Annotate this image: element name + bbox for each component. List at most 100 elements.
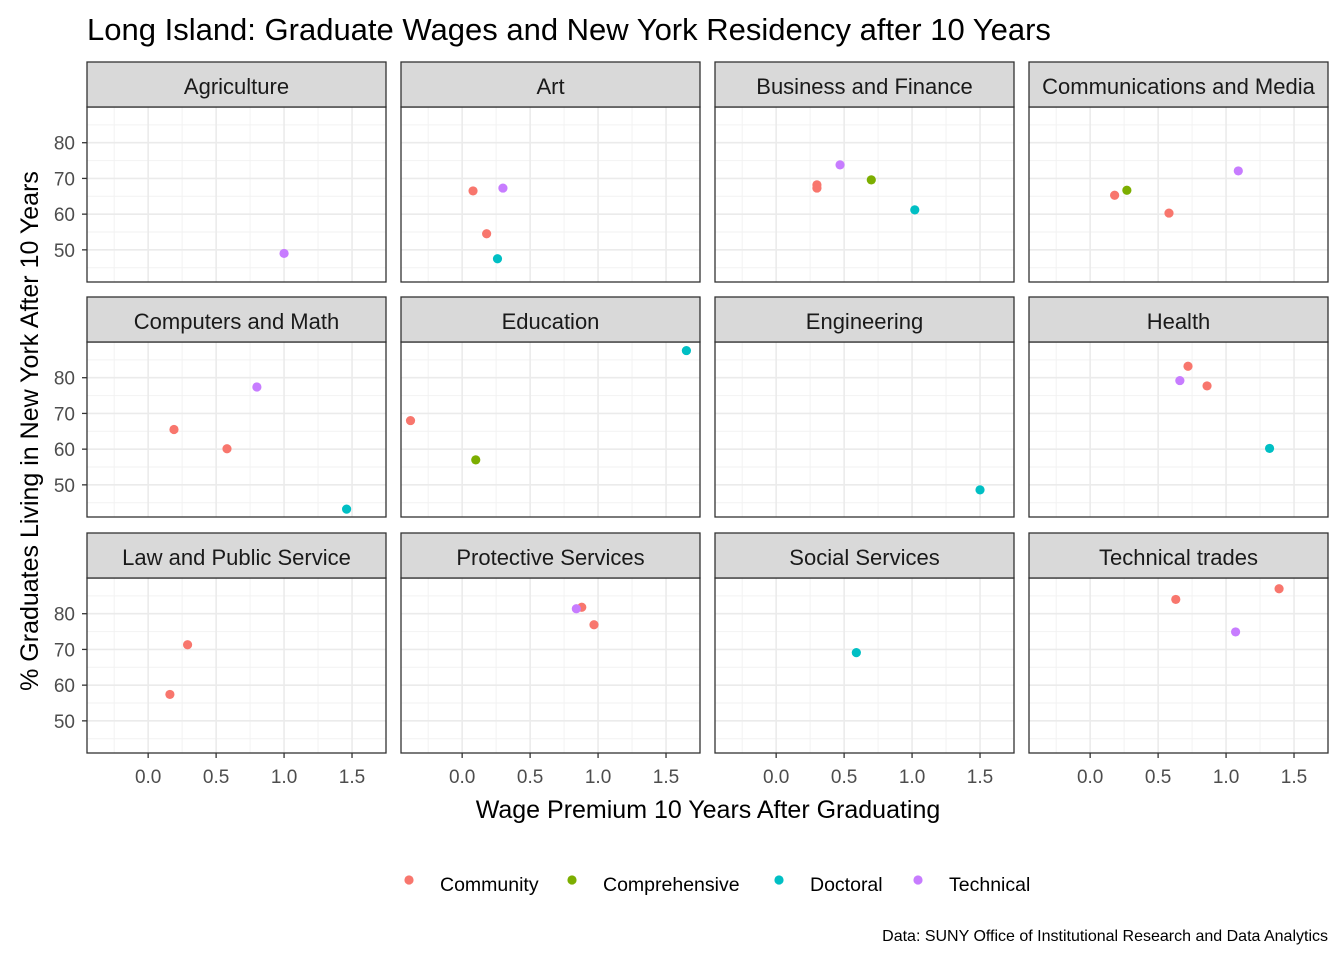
panel-background: [401, 342, 700, 517]
x-tick-label: 0.5: [1145, 767, 1171, 788]
data-point: [866, 175, 876, 185]
facet-strip-label: Communications and Media: [1042, 74, 1315, 99]
data-point: [482, 229, 492, 239]
facet-strip: [86, 532, 387, 579]
caption: Data: SUNY Office of Institutional Resea…: [882, 928, 1328, 945]
facet-panel: Technical trades 0.0 0.5 1.0 1.5: [1028, 532, 1329, 788]
data-point: [1230, 627, 1241, 637]
legend-label: Community: [440, 874, 539, 896]
y-tick-label: 60: [54, 676, 75, 697]
legend: Community Comprehensive Doctoral Technical: [404, 874, 1030, 896]
panel-background: [1029, 578, 1328, 753]
facet-strip-label: Protective Services: [456, 545, 644, 570]
x-tick-label: 1.0: [899, 767, 925, 788]
x-tick-label: 0.0: [449, 767, 475, 788]
data-point: [1264, 443, 1275, 454]
facet-strip: [400, 532, 701, 579]
data-point: [910, 205, 920, 215]
legend-label: Technical: [949, 874, 1030, 896]
x-tick-label: 0.5: [517, 767, 543, 788]
facet-panel: Communications and Media: [1028, 61, 1329, 283]
facet-strip-label: Law and Public Service: [122, 545, 351, 570]
data-point: [1183, 361, 1193, 371]
data-point: [222, 444, 232, 454]
data-point: [468, 186, 478, 196]
facet-panel: Law and Public Service 50 60 70 80 0.0 0.5 1.0 1…: [54, 532, 387, 788]
data-point: [252, 382, 262, 392]
facet-strip-label: Health: [1147, 309, 1211, 334]
legend-key: [404, 875, 414, 885]
x-tick-label: 0.0: [1077, 767, 1103, 788]
data-point: [498, 183, 508, 193]
y-tick-label: 70: [54, 169, 75, 190]
grid-lines: [1029, 342, 1329, 517]
facet-strip: [1028, 61, 1329, 108]
facet-strip-label: Art: [536, 74, 564, 99]
x-tick-label: 1.5: [653, 767, 679, 788]
grid-lines: [715, 578, 1015, 753]
facet-panel: Business and Finance: [714, 61, 1015, 283]
x-tick-label: 1.5: [1281, 767, 1307, 788]
y-tick-label: 50: [54, 476, 75, 497]
facet-panels: Agriculture 50 60 70 80 Art Business and Finan…: [54, 61, 1329, 788]
x-tick-label: 1.0: [1213, 767, 1239, 788]
x-tick-label: 0.5: [831, 767, 857, 788]
data-point: [341, 504, 352, 514]
facet-strip-label: Education: [502, 309, 600, 334]
x-tick-label: 0.5: [203, 767, 229, 788]
data-point: [571, 604, 581, 614]
facet-panel: Protective Services 0.0 0.5 1.0 1.5: [400, 532, 701, 788]
data-point: [1233, 166, 1243, 176]
x-tick-label: 1.0: [585, 767, 611, 788]
x-tick-label: 1.5: [339, 767, 365, 788]
data-point: [471, 455, 481, 465]
y-tick-label: 70: [54, 404, 75, 425]
facet-panel: Social Services 0.0 0.5 1.0 1.5: [714, 532, 1015, 788]
panel-background: [87, 342, 386, 517]
data-point: [812, 183, 822, 193]
facet-strip-label: Agriculture: [184, 74, 289, 99]
facet-panel: Computers and Math 50 60 70 80: [54, 296, 387, 518]
y-tick-label: 70: [54, 640, 75, 661]
data-point: [1274, 584, 1284, 594]
panel-background: [87, 578, 386, 753]
facet-strip: [1028, 296, 1329, 343]
facet-strip: [400, 61, 701, 108]
y-tick-label: 50: [54, 241, 75, 262]
grid-lines: [401, 578, 701, 753]
facet-panel: Health: [1028, 296, 1329, 518]
facet-strip-label: Business and Finance: [756, 74, 972, 99]
data-point: [1171, 594, 1181, 605]
y-axis-title: % Graduates Living in New York After 10 …: [16, 171, 44, 691]
x-tick-label: 1.0: [271, 767, 297, 788]
x-tick-label: 0.0: [135, 767, 161, 788]
x-tick-label: 0.0: [763, 767, 789, 788]
facet-panel: Agriculture 50 60 70 80: [54, 61, 387, 283]
data-point: [1202, 381, 1212, 391]
grid-lines: [1029, 107, 1329, 282]
data-point: [589, 620, 599, 630]
data-point: [182, 640, 193, 650]
facet-strip: [1028, 532, 1329, 579]
panel-background: [1029, 342, 1328, 517]
legend-item: Community: [404, 874, 539, 896]
facet-strip: [86, 296, 387, 343]
facet-strip-label: Social Services: [789, 545, 939, 570]
facet-strip: [714, 532, 1015, 579]
legend-item: Technical: [913, 874, 1030, 896]
panel-background: [715, 342, 1014, 517]
panel-background: [87, 107, 386, 282]
facet-panel: Education: [400, 296, 701, 518]
facet-strip-label: Computers and Math: [134, 309, 339, 334]
y-tick-label: 60: [54, 440, 75, 461]
data-point: [492, 254, 503, 264]
data-point: [1175, 375, 1185, 386]
data-point: [975, 485, 985, 495]
legend-label: Comprehensive: [603, 874, 740, 896]
y-tick-label: 60: [54, 205, 75, 226]
data-point: [1110, 190, 1120, 200]
facet-strip-label: Engineering: [806, 309, 923, 334]
facet-strip: [400, 296, 701, 343]
grid-lines: [1029, 578, 1329, 753]
data-point: [835, 160, 845, 170]
